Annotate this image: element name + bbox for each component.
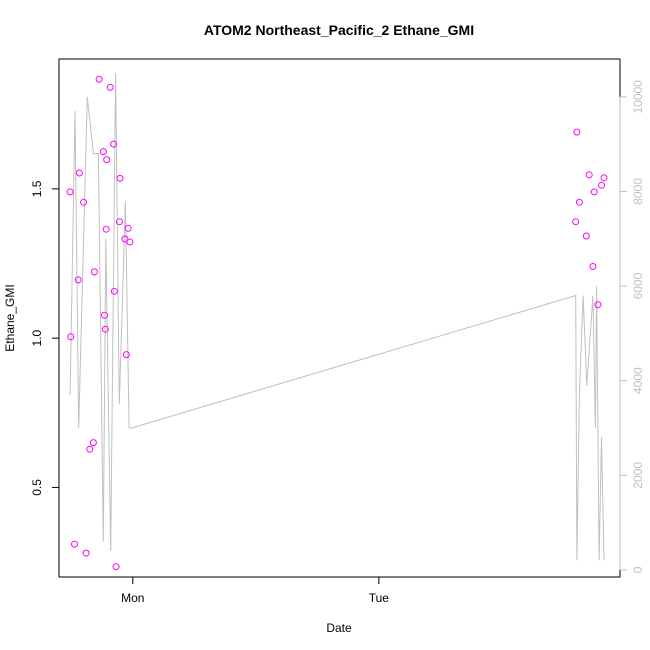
data-point xyxy=(598,181,605,189)
point-series-layer xyxy=(66,75,608,571)
y2-tick-label: 0 xyxy=(631,566,645,573)
data-point xyxy=(86,445,94,453)
y-axis-left: 0.5 1.0 1.5 xyxy=(30,180,60,496)
data-point xyxy=(89,439,97,447)
data-point xyxy=(112,563,120,571)
data-point xyxy=(575,198,583,206)
data-point xyxy=(590,188,598,196)
data-point xyxy=(103,156,111,164)
data-point xyxy=(122,351,130,359)
y-axis-right: 0 2000 4000 6000 8000 10000 xyxy=(619,80,645,573)
data-point xyxy=(572,218,580,226)
data-point xyxy=(80,198,88,206)
data-point xyxy=(71,540,78,548)
x-axis: Mon Tue xyxy=(121,576,390,605)
y-tick-label: 1.5 xyxy=(30,180,44,197)
data-point xyxy=(582,232,590,240)
data-point xyxy=(126,238,134,246)
y2-tick-label: 2000 xyxy=(631,462,645,489)
data-point xyxy=(110,287,118,295)
y-tick-label: 1.0 xyxy=(30,329,44,346)
y-axis-label: Ethane_GMI xyxy=(3,284,17,351)
plot-area xyxy=(58,58,621,578)
data-point xyxy=(74,276,82,284)
x-tick-label: Tue xyxy=(369,591,390,605)
data-point xyxy=(99,148,107,156)
data-point xyxy=(82,549,90,557)
data-point xyxy=(110,140,118,148)
x-axis-label: Date xyxy=(326,621,352,635)
data-point xyxy=(573,128,581,136)
data-point xyxy=(106,83,114,91)
y2-tick-label: 8000 xyxy=(631,178,645,205)
data-point xyxy=(75,169,83,177)
data-point xyxy=(589,263,597,270)
y-tick-label: 0.5 xyxy=(30,479,44,496)
data-point xyxy=(116,174,124,182)
y2-tick-label: 4000 xyxy=(631,367,645,394)
data-point xyxy=(600,174,608,182)
x-tick-label: Mon xyxy=(121,591,144,605)
series-line xyxy=(69,73,605,561)
line-series-layer xyxy=(69,73,605,561)
data-point xyxy=(101,311,108,319)
data-point xyxy=(594,301,602,309)
data-point xyxy=(116,218,123,226)
data-point xyxy=(90,268,98,276)
y2-tick-label: 6000 xyxy=(631,272,645,299)
data-point xyxy=(585,171,593,179)
data-point xyxy=(121,235,129,243)
data-point xyxy=(124,224,132,232)
y2-tick-label: 10000 xyxy=(631,80,645,114)
data-point xyxy=(101,325,109,333)
data-point xyxy=(95,75,103,83)
chart-title: ATOM2 Northeast_Pacific_2 Ethane_GMI xyxy=(204,22,474,38)
data-point xyxy=(102,225,110,233)
data-point xyxy=(67,333,75,341)
data-point xyxy=(66,188,74,196)
